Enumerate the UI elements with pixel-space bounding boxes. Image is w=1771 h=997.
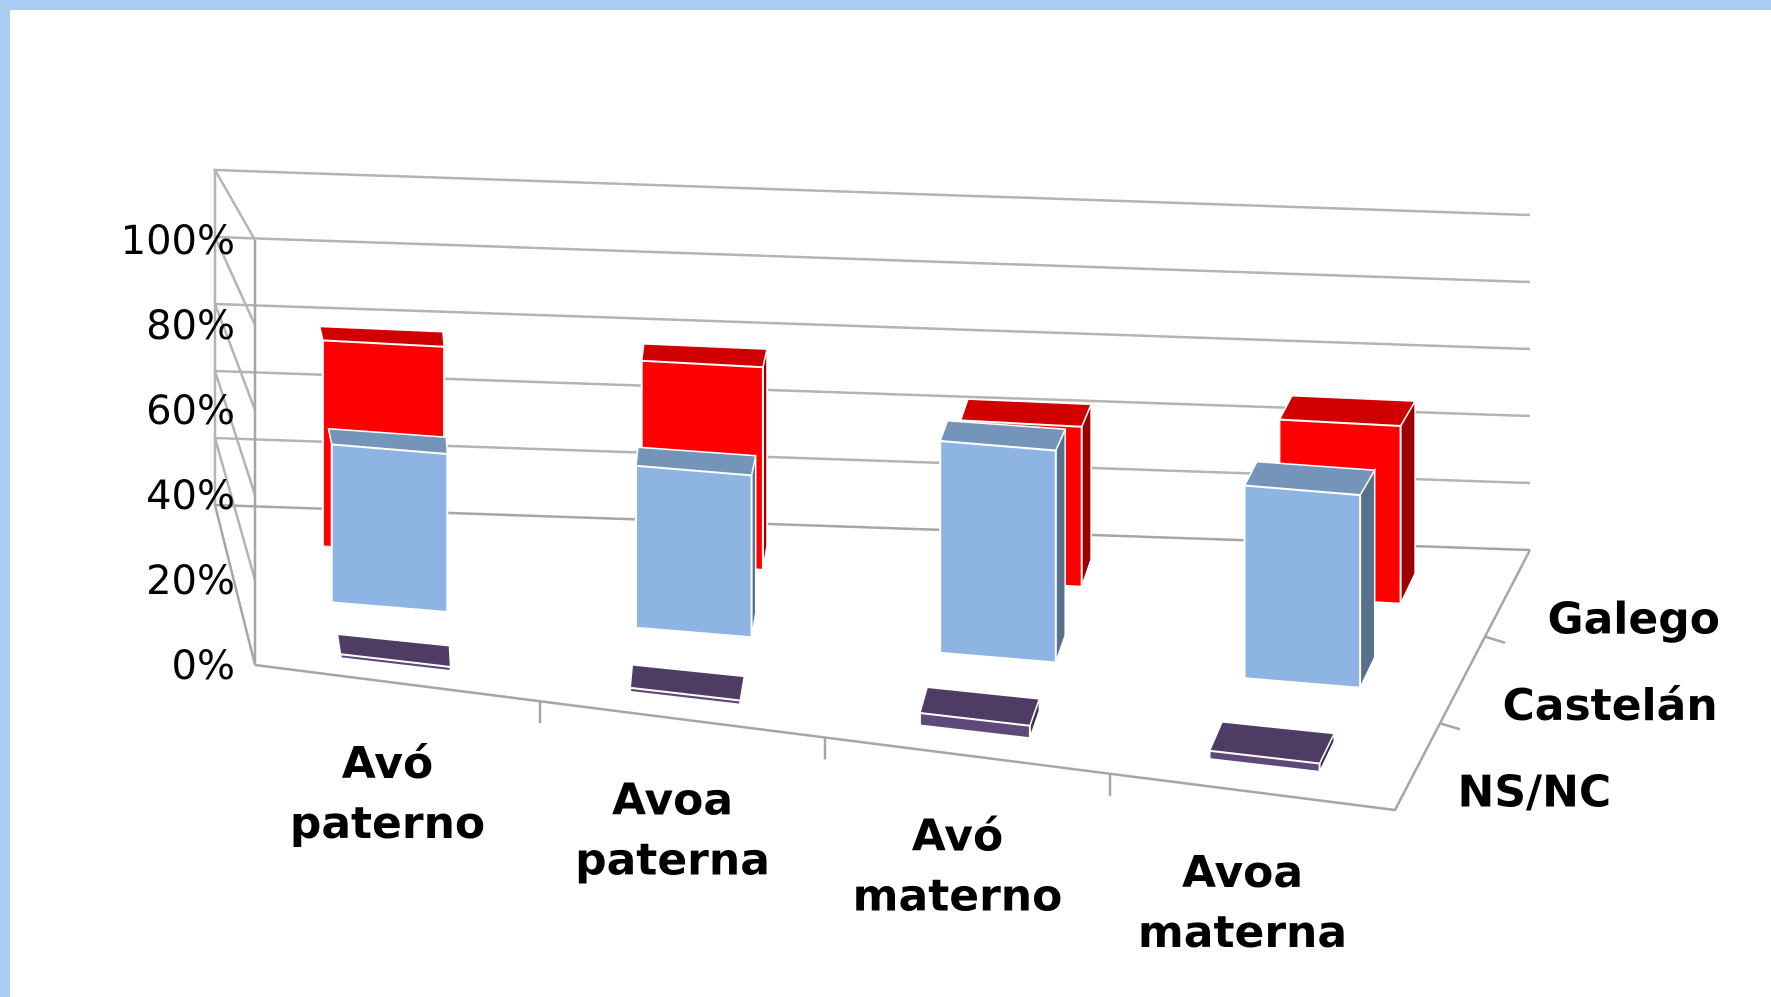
bar-castel-n-1 (635, 446, 757, 639)
chart-3d-column: 0% 20% 40% 60% 80% 100% Avó paterno Avoa paterna… (121, 168, 1720, 958)
series-depth-labels: Galego Castelán NS/NC (1458, 593, 1720, 817)
category-label: Avoa paterna (575, 774, 770, 885)
series-label: Galego (1548, 593, 1720, 644)
bar-front (339, 653, 452, 673)
bar-side (1080, 404, 1092, 588)
bar-castel-n-2 (939, 420, 1067, 664)
depth-tick-mark (1439, 722, 1461, 731)
bar-front (918, 711, 1031, 740)
gridline (212, 168, 1531, 241)
bar-ns-nc-1 (629, 663, 746, 706)
bar-side (1359, 467, 1376, 689)
bar-side (1399, 398, 1416, 605)
bar-ns-nc-2 (918, 686, 1041, 740)
bar-front (330, 443, 449, 614)
category-label: Avó paterno (290, 738, 485, 849)
bar-castel-n-3 (1243, 460, 1376, 689)
y-axis-ticks: 0% 20% 40% 60% 80% 100% (121, 218, 235, 689)
chart-frame: 0% 20% 40% 60% 80% 100% Avó paterno Avoa paterna… (10, 10, 1771, 997)
y-tick-label: 60% (146, 388, 235, 434)
y-tick-label: 0% (172, 643, 235, 689)
bar-front (1208, 749, 1321, 774)
bar-castel-n-0 (327, 427, 449, 614)
series-label: Castelán (1503, 680, 1718, 731)
bar-ns-nc-3 (1208, 721, 1336, 774)
bar-front (1243, 484, 1362, 689)
category-label: Avó materno (853, 811, 1063, 922)
bar-front (635, 464, 753, 639)
chart-bars (318, 325, 1417, 774)
y-tick-label: 20% (146, 558, 235, 604)
bar-ns-nc-0 (336, 633, 452, 673)
bar-front (939, 439, 1057, 664)
y-tick-label: 40% (146, 473, 235, 519)
y-tick-label: 80% (146, 303, 235, 349)
chart-walls (212, 168, 1532, 812)
category-label: Avoa materna (1138, 847, 1347, 958)
depth-tick-mark (1484, 635, 1506, 644)
series-label: NS/NC (1458, 767, 1612, 818)
bar-front (629, 686, 742, 706)
bar-side (1055, 428, 1066, 663)
y-tick-label: 100% (121, 218, 235, 264)
category-labels: Avó paterno Avoa paterna Avó materno Avoa mater… (290, 738, 1347, 958)
